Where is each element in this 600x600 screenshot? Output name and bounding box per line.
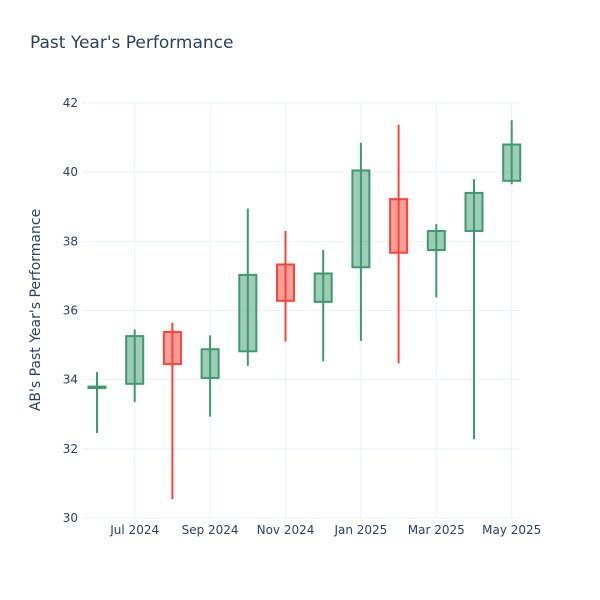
x-tick-label: Jul 2024: [109, 523, 159, 537]
y-tick-label: 42: [63, 96, 78, 110]
candle-body: [464, 191, 484, 232]
candle: [238, 208, 258, 366]
x-tick-label: Mar 2025: [408, 523, 465, 537]
y-axis-label: AB's Past Year's Performance: [28, 209, 44, 411]
y-tick-label: 34: [63, 373, 78, 387]
candle-body: [502, 143, 522, 182]
candle: [426, 224, 446, 298]
candle: [276, 230, 295, 342]
candle-body: [87, 385, 107, 389]
candle-body: [200, 348, 220, 379]
x-tick-label: Nov 2024: [257, 523, 315, 537]
y-tick-label: 40: [63, 165, 78, 179]
candle-body: [389, 198, 409, 254]
candle-body: [162, 330, 182, 366]
candle-body: [351, 169, 371, 269]
candle-body: [125, 335, 145, 385]
candle: [162, 322, 182, 499]
y-tick-label: 38: [63, 234, 78, 248]
candle: [464, 179, 484, 440]
x-tick-label: Jan 2025: [333, 523, 387, 537]
candle: [502, 120, 522, 185]
x-tick-label: May 2025: [482, 523, 541, 537]
candle: [351, 142, 371, 341]
candle-body: [313, 272, 333, 303]
candle: [200, 335, 220, 417]
candle: [389, 124, 409, 364]
candle-body: [276, 263, 295, 302]
candle-body: [238, 273, 258, 353]
candle: [313, 249, 333, 362]
candles: [87, 120, 522, 499]
chart-title: Past Year's Performance: [30, 33, 234, 53]
candle: [87, 372, 107, 433]
axes: 30 32 34 36 38 40 42 Jul 2024 Sep 2024 Nov 2024 Ja…: [63, 96, 542, 537]
gridlines: [82, 102, 520, 519]
y-tick-label: 36: [63, 304, 78, 318]
x-tick-label: Sep 2024: [182, 523, 239, 537]
candle: [125, 329, 145, 403]
y-tick-label: 32: [63, 442, 78, 456]
y-tick-label: 30: [63, 511, 78, 525]
candle-body: [426, 229, 446, 251]
